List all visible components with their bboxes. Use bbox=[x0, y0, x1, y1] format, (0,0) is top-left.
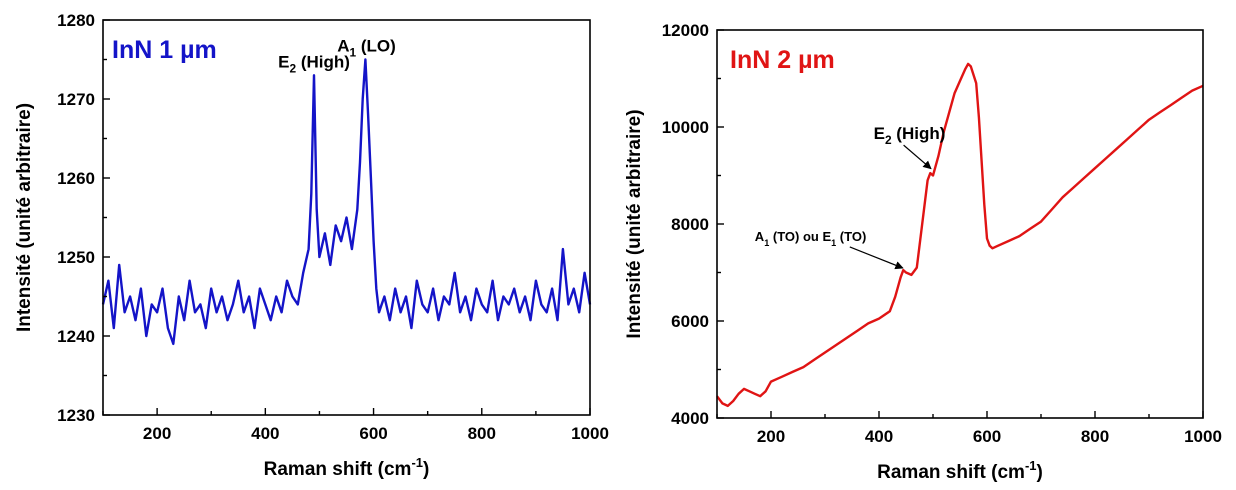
y-tick-label: 6000 bbox=[671, 312, 709, 331]
chart-panel-left: 200 400 600 800 1000 1230 1240 1250 1260 1270 1280… bbox=[14, 11, 609, 480]
y-tick-label: 1230 bbox=[57, 406, 95, 425]
x-tick-label: 200 bbox=[757, 427, 785, 446]
peak-annotation: A1 (TO) ou E1 (TO) bbox=[755, 229, 866, 248]
y-tick-label: 1270 bbox=[57, 90, 95, 109]
y-tick-label: 4000 bbox=[671, 409, 709, 428]
panel-label: InN 1 µm bbox=[112, 36, 217, 64]
y-axis-title: Intensité (unité arbitraire) bbox=[624, 109, 645, 338]
x-tick-label: 1000 bbox=[1184, 427, 1222, 446]
x-tick-label: 400 bbox=[865, 427, 893, 446]
chart-panel-right: 200 400 600 800 1000 4000 6000 8000 10000 12000 Ra… bbox=[624, 21, 1222, 483]
x-axis-title: Raman shift (cm-1) bbox=[264, 455, 430, 480]
x-tick-label: 200 bbox=[143, 424, 171, 443]
x-tick-label: 800 bbox=[1081, 427, 1109, 446]
x-tick-label: 600 bbox=[973, 427, 1001, 446]
peak-annotation: E2 (High) bbox=[278, 52, 350, 75]
peak-annotation: A1 (LO) bbox=[337, 37, 396, 60]
annotation-arrow bbox=[903, 144, 932, 170]
y-tick-label: 1250 bbox=[57, 248, 95, 267]
series-line bbox=[716, 62, 1204, 408]
peak-annotation: E2 (High) bbox=[874, 124, 946, 147]
x-tick-label: 400 bbox=[251, 424, 279, 443]
x-tick-label: 600 bbox=[359, 424, 387, 443]
plot-frame bbox=[716, 29, 1204, 419]
y-tick-label: 12000 bbox=[662, 21, 709, 40]
y-tick-label: 10000 bbox=[662, 118, 709, 137]
x-tick-label: 800 bbox=[468, 424, 496, 443]
panel-label: InN 2 µm bbox=[730, 46, 835, 74]
y-tick-label: 1280 bbox=[57, 11, 95, 30]
annotation-arrow bbox=[849, 246, 904, 270]
y-tick-label: 1260 bbox=[57, 169, 95, 188]
y-tick-label: 8000 bbox=[671, 215, 709, 234]
x-tick-label: 1000 bbox=[571, 424, 609, 443]
series-line bbox=[101, 58, 592, 346]
x-axis-title: Raman shift (cm-1) bbox=[877, 458, 1043, 483]
y-axis-title: Intensité (unité arbitraire) bbox=[14, 103, 35, 332]
y-tick-label: 1240 bbox=[57, 327, 95, 346]
